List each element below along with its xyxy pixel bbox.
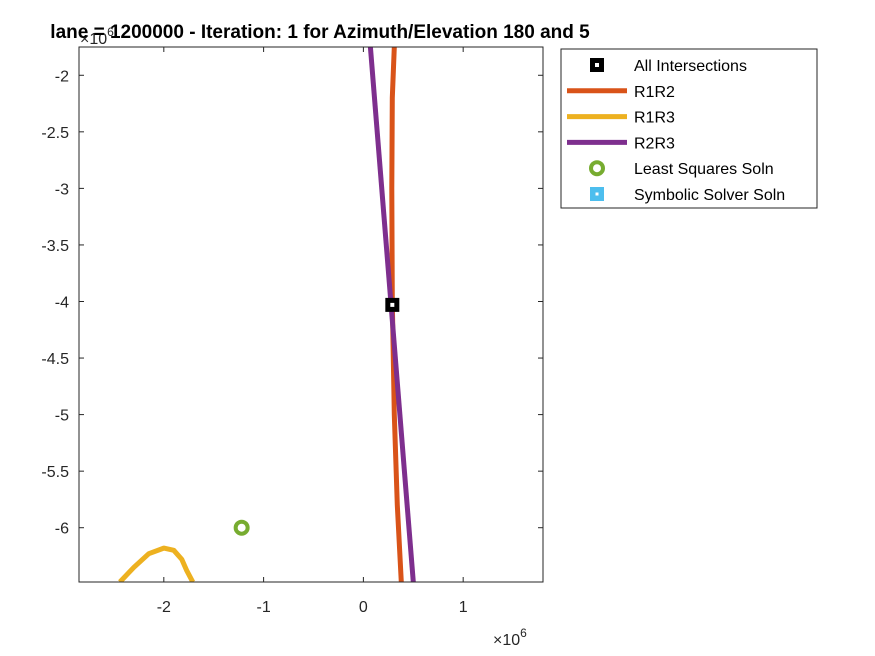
legend-least-squares-soln-label: Least Squares Soln xyxy=(634,161,774,178)
series-least-squares-soln-marker xyxy=(233,519,250,536)
y-tick-label: -5 xyxy=(55,408,69,425)
series-r1r3-line xyxy=(118,545,196,582)
y-tick-label: -4.5 xyxy=(41,351,69,368)
series-r2r3-line xyxy=(367,47,416,582)
legend-all-intersections-marker-center xyxy=(595,63,599,67)
legend-r1r3-label: R1R3 xyxy=(634,110,675,127)
series-layer xyxy=(118,47,416,582)
plot-area xyxy=(79,47,543,582)
x-tick-label: -1 xyxy=(256,599,270,616)
x-tick-label: -2 xyxy=(157,599,171,616)
y-tick-label: -2 xyxy=(55,68,69,85)
series-all-intersections-marker-center xyxy=(390,302,395,307)
x-tick-label: 1 xyxy=(459,599,468,616)
legend-symbolic-solver-soln-marker-center xyxy=(595,192,599,196)
y-tick-label: -3 xyxy=(55,181,69,198)
legend-r1r2-label: R1R2 xyxy=(634,84,675,101)
legend-symbolic-solver-soln-label: Symbolic Solver Soln xyxy=(634,187,785,204)
legend-least-squares-soln-marker xyxy=(589,160,605,177)
x-axis-exponent: ×106 xyxy=(493,626,527,649)
y-tick-label: -6 xyxy=(55,521,69,538)
legend-r2r3-label: R2R3 xyxy=(634,135,675,152)
y-tick-label: -5.5 xyxy=(41,464,69,481)
legend-all-intersections-label: All Intersections xyxy=(634,58,747,75)
y-tick-label: -2.5 xyxy=(41,125,69,142)
y-tick-label: -3.5 xyxy=(41,238,69,255)
x-axis: -2 -1 0 1 xyxy=(157,47,468,616)
y-axis-exponent: ×106 xyxy=(80,25,114,48)
x-tick-label: 0 xyxy=(359,599,368,616)
y-tick-label: -4 xyxy=(55,294,69,311)
axes-box xyxy=(78,46,544,583)
y-axis: -2 -2.5 -3 -3.5 -4 -4.5 -5 -5.5 -6 xyxy=(41,68,543,538)
chart-title: lane = 1200000 - Iteration: 1 for Azimut… xyxy=(50,22,590,43)
legend-box xyxy=(560,48,818,209)
legend: All Intersections R1R2 R1R3 R2R3 Least Squar… xyxy=(560,48,818,209)
